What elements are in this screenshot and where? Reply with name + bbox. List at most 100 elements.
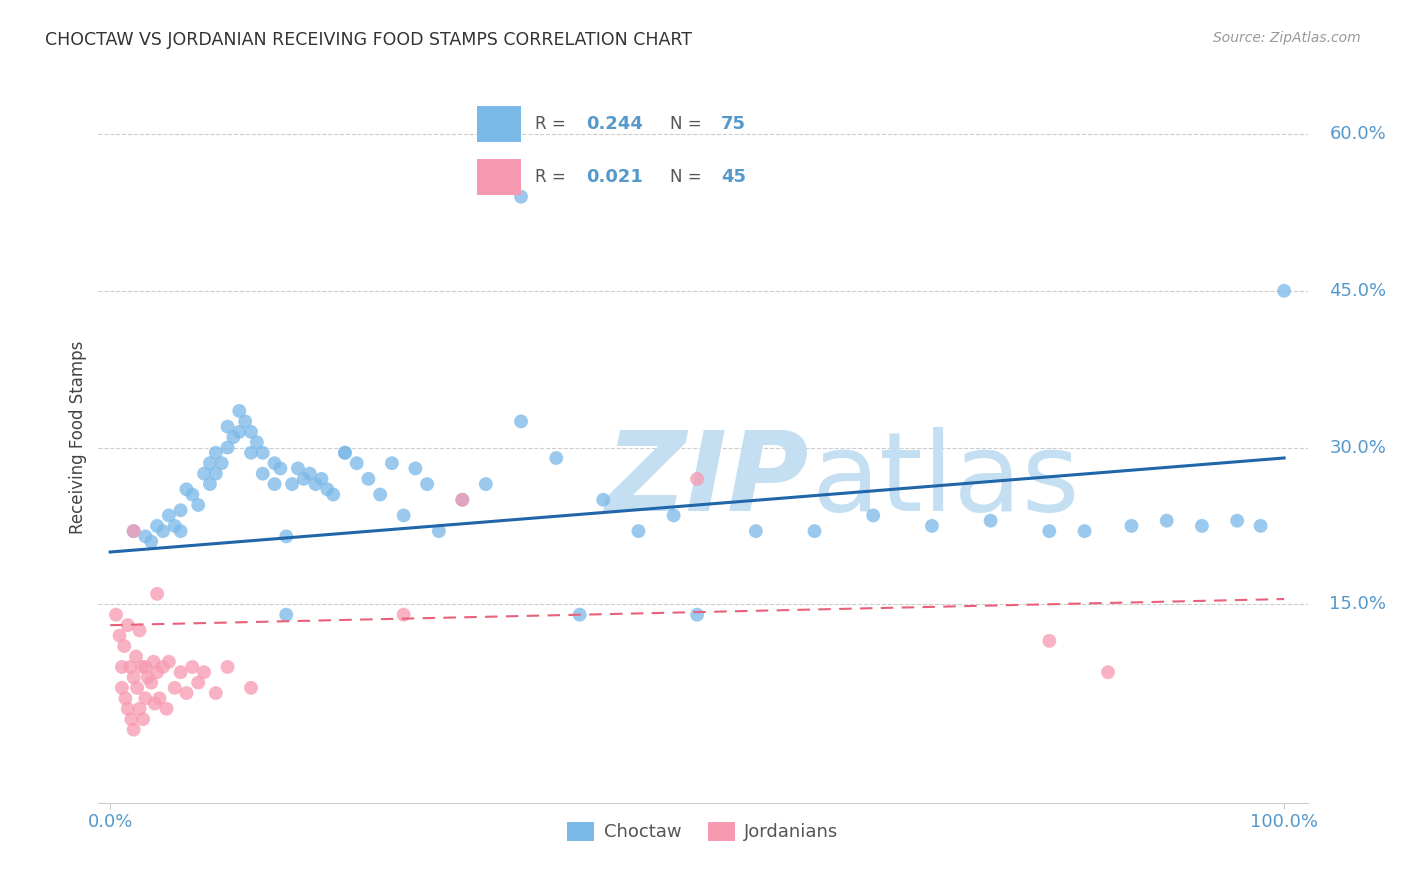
Point bbox=[662, 508, 685, 523]
Point bbox=[146, 519, 169, 533]
Point bbox=[105, 607, 128, 622]
Point bbox=[114, 691, 136, 706]
Point bbox=[198, 456, 221, 470]
Point bbox=[125, 649, 148, 664]
Point bbox=[381, 456, 404, 470]
Point bbox=[122, 723, 145, 737]
Point bbox=[146, 665, 169, 680]
Point bbox=[392, 607, 415, 622]
Legend: Choctaw, Jordanians: Choctaw, Jordanians bbox=[560, 814, 846, 848]
Point bbox=[451, 492, 474, 507]
Point bbox=[146, 587, 169, 601]
Point bbox=[276, 607, 298, 622]
Point bbox=[204, 686, 226, 700]
Point bbox=[287, 461, 309, 475]
Point bbox=[263, 456, 285, 470]
Point bbox=[252, 467, 274, 481]
Point bbox=[143, 697, 166, 711]
Point bbox=[240, 446, 263, 460]
Point bbox=[193, 665, 215, 680]
Point bbox=[204, 467, 226, 481]
Point bbox=[122, 670, 145, 684]
Point bbox=[211, 456, 233, 470]
Point bbox=[176, 686, 198, 700]
Point bbox=[233, 414, 256, 428]
Point bbox=[136, 670, 159, 684]
Point bbox=[134, 660, 156, 674]
Point bbox=[128, 702, 150, 716]
Point bbox=[1191, 519, 1213, 533]
Point bbox=[169, 503, 191, 517]
Point bbox=[510, 414, 533, 428]
Point bbox=[1038, 633, 1060, 648]
Point bbox=[1156, 514, 1178, 528]
Point bbox=[142, 655, 165, 669]
Text: 45.0%: 45.0% bbox=[1329, 282, 1386, 300]
Point bbox=[333, 446, 356, 460]
Point bbox=[368, 487, 391, 501]
Point bbox=[862, 508, 884, 523]
Point bbox=[187, 498, 209, 512]
Point bbox=[1038, 524, 1060, 538]
Point bbox=[163, 681, 186, 695]
Point bbox=[131, 660, 153, 674]
Point bbox=[269, 461, 291, 475]
Point bbox=[627, 524, 650, 538]
Point bbox=[128, 624, 150, 638]
Y-axis label: Receiving Food Stamps: Receiving Food Stamps bbox=[69, 341, 87, 533]
Point bbox=[111, 660, 134, 674]
Point bbox=[240, 681, 263, 695]
Point bbox=[304, 477, 326, 491]
Point bbox=[1121, 519, 1143, 533]
Point bbox=[263, 477, 285, 491]
Point bbox=[176, 483, 198, 497]
Point bbox=[1097, 665, 1119, 680]
Point bbox=[228, 425, 250, 439]
Point bbox=[546, 450, 568, 465]
Point bbox=[451, 492, 474, 507]
Point bbox=[240, 425, 263, 439]
Point bbox=[169, 665, 191, 680]
Text: ZIP: ZIP bbox=[606, 427, 810, 534]
Point bbox=[117, 618, 139, 632]
Point bbox=[141, 675, 163, 690]
Point bbox=[1250, 519, 1272, 533]
Point bbox=[204, 446, 226, 460]
Point bbox=[111, 681, 134, 695]
Point bbox=[117, 702, 139, 716]
Point bbox=[404, 461, 426, 475]
Point bbox=[181, 660, 204, 674]
Point bbox=[252, 446, 274, 460]
Point bbox=[120, 660, 142, 674]
Point bbox=[1272, 284, 1295, 298]
Point bbox=[686, 607, 709, 622]
Text: atlas: atlas bbox=[811, 427, 1080, 534]
Point bbox=[155, 702, 177, 716]
Text: 60.0%: 60.0% bbox=[1329, 125, 1386, 143]
Text: CHOCTAW VS JORDANIAN RECEIVING FOOD STAMPS CORRELATION CHART: CHOCTAW VS JORDANIAN RECEIVING FOOD STAM… bbox=[45, 31, 692, 49]
Point bbox=[148, 691, 170, 706]
Point bbox=[222, 430, 245, 444]
Point bbox=[980, 514, 1002, 528]
Point bbox=[686, 472, 709, 486]
Point bbox=[141, 534, 163, 549]
Point bbox=[157, 508, 180, 523]
Point bbox=[132, 712, 155, 726]
Point bbox=[333, 446, 356, 460]
Point bbox=[122, 524, 145, 538]
Point bbox=[475, 477, 498, 491]
Point bbox=[193, 467, 215, 481]
Point bbox=[322, 487, 344, 501]
Point bbox=[152, 524, 174, 538]
Point bbox=[127, 681, 149, 695]
Point bbox=[228, 404, 250, 418]
Point bbox=[568, 607, 591, 622]
Point bbox=[1073, 524, 1095, 538]
Point bbox=[510, 190, 533, 204]
Point bbox=[392, 508, 415, 523]
Text: Source: ZipAtlas.com: Source: ZipAtlas.com bbox=[1213, 31, 1361, 45]
Point bbox=[311, 472, 333, 486]
Point bbox=[157, 655, 180, 669]
Point bbox=[346, 456, 368, 470]
Point bbox=[1226, 514, 1249, 528]
